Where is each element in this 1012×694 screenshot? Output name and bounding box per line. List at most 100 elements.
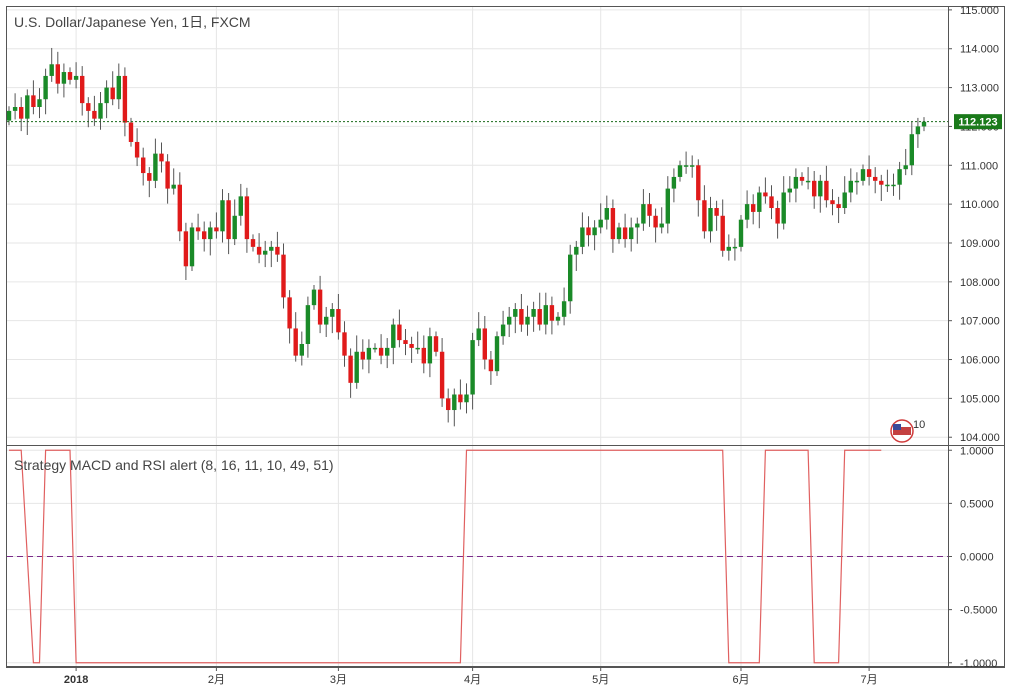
candle[interactable] — [183, 222, 189, 281]
candle[interactable] — [226, 192, 231, 255]
candle[interactable] — [629, 217, 634, 252]
us-flag-icon[interactable]: 10 — [890, 419, 925, 443]
candle[interactable] — [696, 159, 701, 217]
candle[interactable] — [659, 207, 664, 234]
candle[interactable] — [507, 306, 512, 337]
candle[interactable] — [848, 168, 853, 203]
candle[interactable] — [134, 128, 140, 167]
candle[interactable] — [31, 80, 36, 115]
candle[interactable] — [805, 167, 811, 190]
candle[interactable] — [744, 190, 750, 229]
candle[interactable] — [208, 221, 213, 256]
candle[interactable] — [122, 67, 128, 137]
candle[interactable] — [232, 199, 237, 246]
candle[interactable] — [305, 296, 311, 358]
candle[interactable] — [482, 316, 487, 370]
candle[interactable] — [159, 142, 164, 173]
candle[interactable] — [378, 334, 384, 365]
candle[interactable] — [519, 294, 524, 332]
candle[interactable] — [104, 80, 109, 119]
candle[interactable] — [330, 303, 335, 334]
candle[interactable] — [873, 167, 878, 194]
candle[interactable] — [153, 138, 158, 189]
candle[interactable] — [238, 183, 243, 226]
candle[interactable] — [543, 292, 548, 335]
candle[interactable] — [348, 348, 353, 398]
candle[interactable] — [586, 216, 591, 247]
candle[interactable] — [751, 194, 756, 225]
candle[interactable] — [610, 199, 616, 253]
candle[interactable] — [860, 164, 866, 186]
candle[interactable] — [812, 170, 817, 209]
candle[interactable] — [433, 331, 439, 357]
candle[interactable] — [665, 176, 670, 234]
candle[interactable] — [690, 155, 695, 178]
candle[interactable] — [293, 312, 298, 362]
candle[interactable] — [147, 167, 152, 198]
candle[interactable] — [891, 173, 896, 196]
candle[interactable] — [879, 174, 884, 202]
candle[interactable] — [726, 234, 731, 261]
candle[interactable] — [488, 350, 494, 385]
candle[interactable] — [525, 305, 530, 336]
candle[interactable] — [439, 338, 445, 407]
time-axis[interactable]: 2018 2月 3月 4月 5月 6月 7月 — [64, 667, 878, 686]
candle[interactable] — [409, 336, 414, 363]
candle[interactable] — [574, 240, 579, 271]
candle[interactable] — [73, 62, 79, 89]
candle[interactable] — [921, 117, 927, 132]
candle[interactable] — [391, 318, 396, 365]
candle[interactable] — [269, 240, 274, 268]
candle[interactable] — [141, 147, 146, 186]
candle[interactable] — [360, 339, 365, 370]
candle[interactable] — [720, 199, 725, 257]
candle[interactable] — [915, 117, 921, 148]
candle[interactable] — [598, 203, 603, 234]
candle[interactable] — [37, 88, 42, 119]
price-axis[interactable]: 115.000114.000113.000112.000111.000110.0… — [948, 5, 1000, 444]
candle[interactable] — [49, 47, 54, 82]
candle[interactable] — [281, 243, 286, 309]
candle[interactable] — [854, 172, 860, 195]
candle[interactable] — [787, 176, 792, 203]
candle[interactable] — [842, 176, 847, 214]
candle[interactable] — [757, 186, 762, 229]
candle[interactable] — [214, 212, 219, 239]
candle[interactable] — [165, 154, 170, 204]
candle[interactable] — [592, 220, 597, 251]
candle[interactable] — [275, 231, 280, 262]
candle[interactable] — [61, 63, 67, 98]
candle[interactable] — [775, 200, 780, 239]
candle[interactable] — [818, 174, 823, 213]
candle[interactable] — [427, 327, 433, 378]
candle[interactable] — [549, 296, 555, 335]
candle[interactable] — [616, 222, 622, 244]
candle[interactable] — [19, 97, 24, 132]
candle[interactable] — [336, 294, 341, 340]
candle[interactable] — [702, 185, 707, 239]
candle[interactable] — [43, 68, 48, 115]
candle[interactable] — [799, 172, 805, 186]
candle[interactable] — [885, 169, 890, 192]
candle[interactable] — [317, 275, 323, 334]
candle[interactable] — [421, 335, 426, 374]
candle[interactable] — [531, 301, 536, 332]
candle[interactable] — [385, 338, 390, 369]
candle[interactable] — [342, 321, 347, 367]
candle[interactable] — [836, 196, 841, 224]
candle[interactable] — [769, 185, 774, 220]
candle[interactable] — [244, 187, 250, 253]
candle[interactable] — [763, 177, 768, 204]
candle[interactable] — [12, 93, 18, 120]
candle[interactable] — [171, 168, 176, 195]
candle[interactable] — [464, 383, 469, 414]
candle[interactable] — [513, 303, 518, 334]
candle[interactable] — [446, 388, 451, 423]
candle[interactable] — [604, 195, 609, 230]
candle[interactable] — [555, 312, 561, 326]
candle[interactable] — [708, 196, 713, 243]
candle[interactable] — [641, 189, 646, 231]
candle[interactable] — [635, 217, 640, 244]
candle[interactable] — [403, 328, 408, 356]
